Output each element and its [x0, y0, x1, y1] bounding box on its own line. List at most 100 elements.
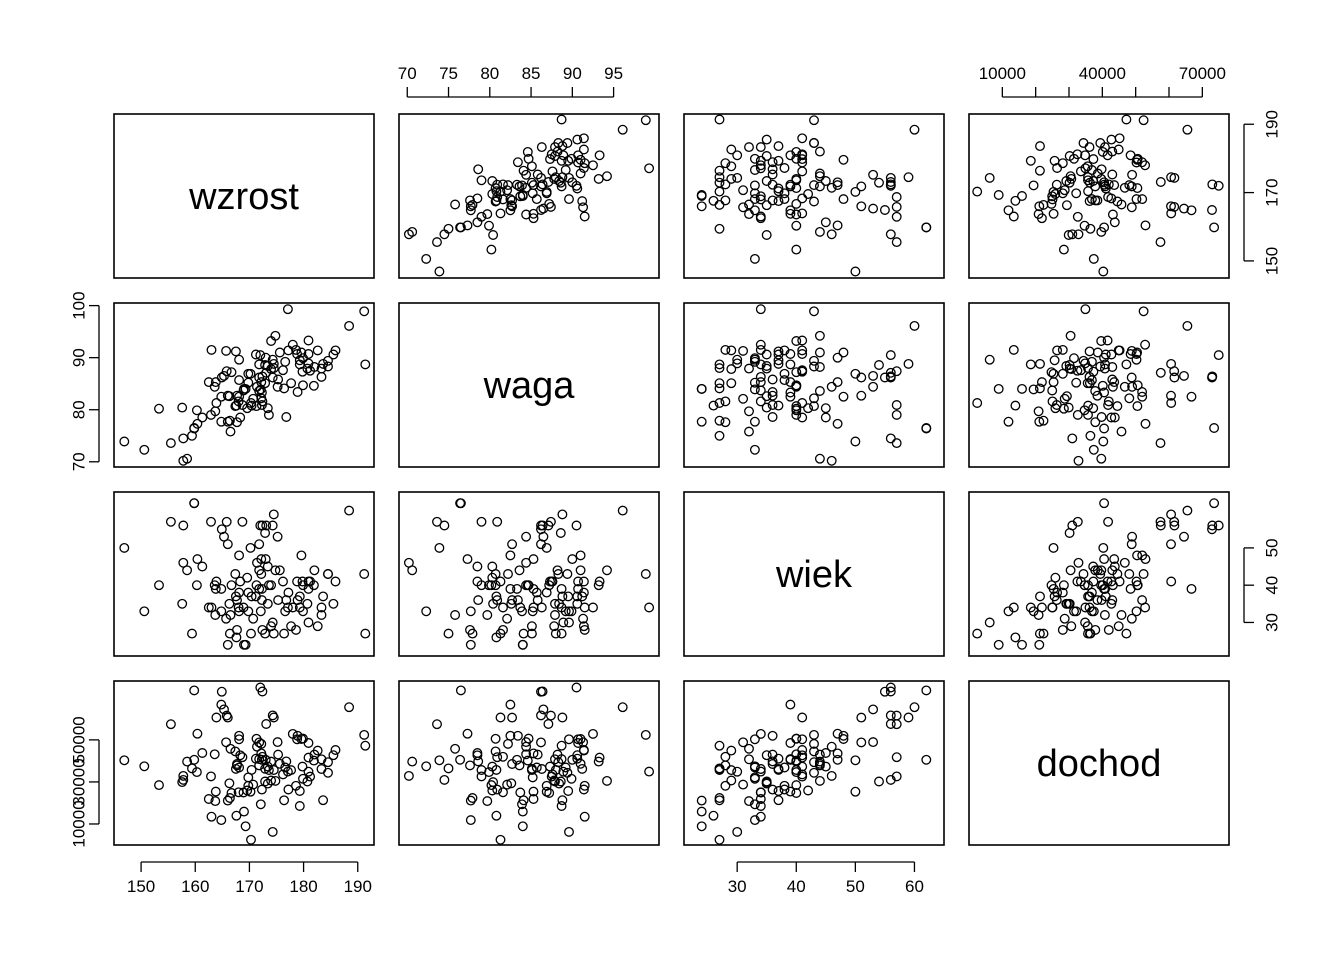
- data-point: [696, 190, 707, 200]
- panel-frame: [113, 491, 375, 657]
- data-point: [696, 821, 707, 832]
- data-point: [714, 793, 725, 803]
- tick-label: 70000: [1179, 64, 1226, 83]
- data-point: [791, 733, 802, 744]
- data-point: [1061, 391, 1072, 402]
- data-point: [732, 172, 743, 183]
- data-point: [498, 179, 508, 190]
- panel-frame: [398, 491, 660, 657]
- data-point: [216, 391, 227, 402]
- data-point: [594, 752, 605, 763]
- data-point: [749, 384, 760, 395]
- data-point: [303, 617, 314, 628]
- data-point: [708, 400, 719, 411]
- data-point: [891, 719, 902, 730]
- data-point: [1166, 208, 1177, 219]
- data-point: [219, 704, 229, 715]
- data-point: [119, 755, 130, 766]
- data-point: [832, 352, 843, 363]
- data-point: [577, 591, 588, 602]
- data-point: [921, 423, 932, 433]
- data-point: [826, 741, 837, 752]
- data-point: [439, 229, 450, 240]
- data-point: [254, 539, 265, 550]
- data-point: [197, 412, 208, 423]
- data-point: [572, 134, 583, 145]
- data-point: [248, 779, 259, 790]
- data-point: [1132, 580, 1143, 591]
- data-point: [273, 749, 284, 760]
- data-point: [791, 381, 802, 392]
- data-point: [187, 628, 197, 639]
- data-point: [521, 531, 532, 542]
- data-point: [791, 409, 802, 420]
- data-point: [749, 194, 760, 205]
- data-point: [832, 177, 843, 188]
- data-point: [1099, 498, 1110, 509]
- tick-label: 90: [70, 348, 89, 367]
- data-point: [909, 702, 920, 713]
- data-point: [1072, 409, 1083, 420]
- data-point: [1038, 415, 1049, 426]
- data-point: [443, 628, 454, 639]
- x-axis-dochod: 10000 40000 70000: [979, 64, 1226, 98]
- data-point: [407, 226, 418, 237]
- data-point: [617, 702, 628, 713]
- data-point: [303, 752, 314, 763]
- data-point: [1092, 347, 1103, 358]
- data-point: [1132, 401, 1143, 412]
- data-point: [773, 355, 784, 366]
- data-point: [826, 455, 837, 466]
- data-point: [507, 201, 518, 212]
- data-point: [744, 199, 754, 210]
- data-point: [572, 598, 583, 609]
- data-point: [486, 244, 497, 255]
- data-point: [262, 403, 273, 414]
- panel-frame: [683, 302, 945, 468]
- data-point: [505, 194, 516, 205]
- data-point: [564, 606, 574, 617]
- data-point: [726, 378, 737, 389]
- data-point: [1140, 418, 1151, 429]
- data-point: [791, 146, 802, 157]
- data-point: [773, 795, 784, 806]
- data-point: [868, 737, 879, 748]
- data-point: [1090, 386, 1101, 396]
- data-point: [738, 393, 749, 404]
- data-point: [528, 554, 539, 565]
- tick-label: 10000: [70, 800, 89, 847]
- data-point: [1052, 163, 1063, 173]
- data-point: [1095, 361, 1106, 372]
- data-point: [593, 580, 604, 591]
- data-point: [575, 758, 586, 769]
- panel-wiek-waga: [398, 491, 660, 657]
- data-point: [455, 498, 466, 509]
- data-point: [260, 378, 271, 389]
- data-point: [868, 169, 879, 180]
- data-point: [885, 686, 896, 697]
- data-point: [360, 359, 371, 370]
- data-point: [785, 391, 796, 402]
- data-point: [720, 396, 731, 407]
- data-point: [644, 602, 655, 613]
- data-point: [1098, 266, 1109, 277]
- data-point: [287, 339, 298, 350]
- data-point: [1116, 610, 1127, 620]
- data-point: [544, 788, 555, 798]
- data-point: [773, 196, 784, 207]
- data-point: [1126, 613, 1137, 624]
- data-point: [755, 155, 766, 166]
- data-point: [528, 786, 539, 797]
- data-point: [219, 531, 229, 542]
- data-point: [1166, 398, 1177, 408]
- data-point: [360, 628, 371, 639]
- data-point: [972, 628, 983, 639]
- data-point: [617, 505, 628, 516]
- data-point: [785, 359, 796, 370]
- data-point: [434, 542, 445, 553]
- data-point: [566, 606, 577, 617]
- data-point: [1121, 359, 1132, 370]
- data-point: [779, 163, 790, 173]
- data-point: [1127, 531, 1138, 542]
- data-point: [791, 788, 802, 798]
